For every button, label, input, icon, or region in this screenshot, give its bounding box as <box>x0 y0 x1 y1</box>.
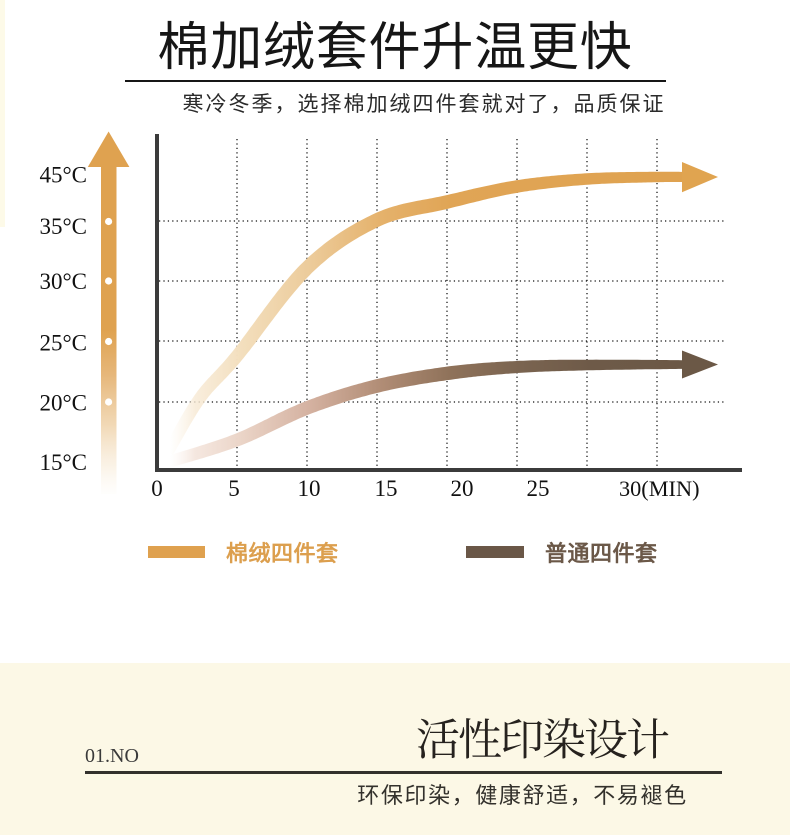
svg-text:15°C: 15°C <box>39 450 87 475</box>
svg-text:30°C: 30°C <box>39 269 87 294</box>
svg-text:15: 15 <box>375 476 398 501</box>
svg-text:5: 5 <box>228 476 240 501</box>
svg-text:45°C: 45°C <box>39 163 87 188</box>
svg-text:20: 20 <box>451 476 474 501</box>
svg-text:20°C: 20°C <box>39 391 87 416</box>
svg-text:0: 0 <box>151 476 163 501</box>
svg-text:30(MIN): 30(MIN) <box>619 476 700 501</box>
svg-text:25: 25 <box>527 476 550 501</box>
svg-text:35°C: 35°C <box>39 214 87 239</box>
svg-text:25°C: 25°C <box>39 331 87 356</box>
svg-text:10: 10 <box>298 476 321 501</box>
